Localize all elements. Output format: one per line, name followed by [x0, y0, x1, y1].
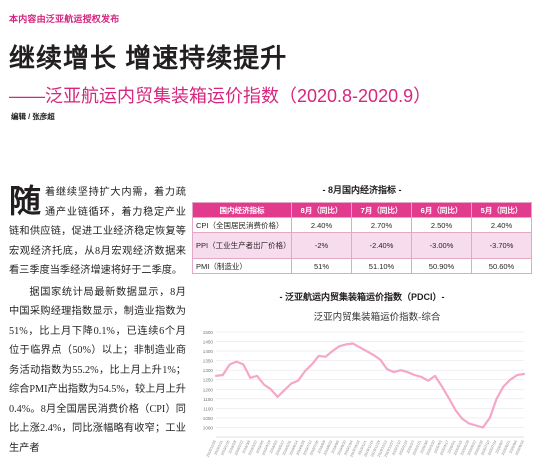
economic-indicator-table: 国内经济指标 8月（同比） 7月（同比） 6月（同比） 5月（同比） CPI（全… — [192, 202, 532, 274]
x-tick-label: 2020/5/1 — [447, 440, 457, 454]
table-title: - 8月国内经济指标 - — [322, 185, 402, 195]
article-paragraph-2: 据国家统计局最新数据显示，8月中国采购经理指数显示，制造业指数为51%，比上月下… — [9, 286, 186, 454]
x-tick-label: 2020/8/21 — [501, 440, 511, 456]
authorization-tag: 本内容由泛亚航运授权发布 — [9, 14, 120, 24]
y-tick-label: 1350 — [203, 359, 214, 364]
table-row-ppi: PPI（工业生产者出厂价格） -2% -2.40% -3.00% -3.70% — [192, 232, 532, 259]
article-body: 随着继续坚持扩大内需，着力疏通产业链循环，着力稳定产业链和供应链，促进工业经济稳… — [9, 183, 186, 458]
x-tick-label: 2019/11/1 — [357, 440, 367, 456]
x-tick-label: 2020/4/17 — [439, 440, 449, 456]
x-tick-label: 2020/6/26 — [473, 440, 483, 456]
y-tick-label: 1100 — [203, 406, 213, 411]
table-cell: -3.70% — [471, 232, 532, 259]
y-tick-label: 1300 — [203, 368, 214, 373]
x-tick-label: 2019/10/18 — [349, 440, 360, 458]
x-tick-label: 2019/5/17 — [275, 440, 285, 456]
pdci-chart: 泛亚内贸集装箱运价指数-综合 1000 1050 1100 1150 1200 1250 1… — [192, 305, 532, 472]
drop-cap: 随 — [9, 183, 42, 219]
table-cell: -3.00% — [411, 232, 472, 259]
table-header-row: 国内经济指标 8月（同比） 7月（同比） 6月（同比） 5月（同比） — [192, 202, 532, 218]
header-aug: 8月（同比） — [291, 202, 352, 218]
header-indicator: 国内经济指标 — [192, 202, 292, 218]
table-cell: 2.40% — [471, 217, 532, 233]
pdci-chart-svg: 泛亚内贸集装箱运价指数-综合 1000 1050 1100 1150 1200 1250 1… — [203, 311, 526, 458]
table-cell: -2% — [291, 232, 352, 259]
x-tick-label: 2019/11/29 — [370, 440, 381, 458]
row-label: CPI（全国居民消费价格） — [192, 217, 292, 233]
x-tick-label: 2019/12/27 — [384, 440, 395, 458]
y-tick-label: 1400 — [203, 349, 214, 354]
x-tick-label: 2019/2/8 — [228, 440, 238, 454]
x-tick-label: 2019/7/26 — [309, 440, 319, 456]
y-tick-label: 1500 — [203, 330, 214, 335]
x-tick-label: 2019/8/9 — [317, 440, 327, 454]
subtitle: ——泛亚航运内贸集装箱运价指数（2020.8-2020.9） — [9, 86, 432, 106]
x-tick-label: 2020/3/6 — [420, 440, 430, 454]
x-tick-label: 2020/7/10 — [480, 440, 490, 456]
x-tick-label: 2019/8/23 — [323, 440, 333, 456]
series-line — [214, 342, 526, 429]
y-tick-label: 1250 — [203, 378, 214, 383]
x-tick-label: 2019/9/20 — [337, 440, 347, 456]
editor-credit: 编辑 / 张彦超 — [11, 112, 55, 121]
header-jun: 6月（同比） — [411, 202, 472, 218]
x-tick-label: 2019/12/13 — [377, 440, 388, 458]
x-tick-label: 2020/2/21 — [412, 440, 422, 456]
x-tick-label: 2019/1/11 — [213, 440, 223, 456]
x-tick-label: 2020/9/18 — [515, 440, 525, 456]
headline: 继续增长 增速持续提升 — [9, 43, 288, 73]
x-tick-label: 2019/4/19 — [261, 440, 271, 456]
x-tick-label: 2019/5/3 — [269, 440, 279, 454]
x-tick-label: 2020/9/4 — [509, 440, 519, 454]
x-tick-label: 2020/1/24 — [398, 440, 408, 456]
table-row-cpi: CPI（全国居民消费价格） 2.40% 2.70% 2.50% 2.40% — [192, 217, 532, 233]
x-tick-label: 2019/10/4 — [343, 440, 353, 456]
table-cell: 51% — [291, 258, 352, 274]
table-cell: 2.50% — [411, 217, 472, 233]
paragraph-1-text: 着继续坚持扩大内需，着力疏通产业链循环，着力稳定产业链和供应链，促进工业经济稳定… — [9, 187, 186, 276]
y-tick-label: 1150 — [203, 397, 213, 402]
chart-title: 泛亚内贸集装箱运价指数-综合 — [314, 311, 441, 323]
chart-section-title: - 泛亚航运内贸集装箱运价指数（PDCI）- — [279, 292, 445, 302]
table-row-pmi: PMI（制造业） 51% 51.10% 50.90% 50.60% — [192, 258, 532, 274]
x-tick-label: 2020/4/3 — [433, 440, 443, 454]
x-tick-label: 2019/5/31 — [282, 440, 292, 456]
x-tick-label: 2020/8/7 — [495, 440, 505, 454]
y-tick-label: 1200 — [203, 387, 214, 392]
x-tick-label: 2019/1/25 — [220, 440, 230, 456]
x-tick-label: 2020/7/24 — [487, 440, 497, 456]
x-tick-label: 2020/6/12 — [467, 440, 477, 456]
row-label: PPI（工业生产者出厂价格） — [192, 232, 292, 259]
x-tick-label: 2019/11/15 — [363, 440, 374, 458]
x-tick-label: 2020/5/15 — [453, 440, 463, 456]
table-cell: -2.40% — [351, 232, 412, 259]
x-tick-label: 2020/1/10 — [391, 440, 401, 456]
y-tick-label: 1050 — [203, 416, 214, 421]
x-tick-label: 2020/2/7 — [406, 440, 416, 454]
y-tick-label: 1450 — [203, 340, 214, 345]
table-cell: 50.90% — [411, 258, 472, 274]
x-tick-label: 2019/9/6 — [331, 440, 341, 454]
article-paragraph-1: 随着继续坚持扩大内需，着力疏通产业链循环，着力稳定产业链和供应链，促进工业经济稳… — [9, 183, 186, 281]
table-cell: 2.40% — [291, 217, 352, 233]
x-tick-label: 2019/3/22 — [248, 440, 258, 456]
x-tick-label: 2019/6/28 — [295, 440, 305, 456]
table-cell: 2.70% — [351, 217, 412, 233]
x-tick-label: 2019/7/12 — [302, 440, 312, 456]
table-cell: 50.60% — [471, 258, 532, 274]
header-jul: 7月（同比） — [351, 202, 412, 218]
x-tick-label: 2018/12/28 — [206, 440, 217, 458]
x-tick-label: 2019/6/14 — [289, 440, 299, 456]
row-label: PMI（制造业） — [192, 258, 292, 274]
x-tick-label: 2019/4/5 — [255, 440, 265, 454]
x-tick-label: 2019/2/22 — [234, 440, 244, 456]
header-may: 5月（同比） — [471, 202, 532, 218]
x-tick-label: 2020/3/20 — [426, 440, 436, 456]
x-tick-label: 2019/3/8 — [242, 440, 252, 454]
y-tick-label: 1000 — [203, 425, 214, 430]
x-tick-label: 2020/5/29 — [460, 440, 470, 456]
table-cell: 51.10% — [351, 258, 412, 274]
